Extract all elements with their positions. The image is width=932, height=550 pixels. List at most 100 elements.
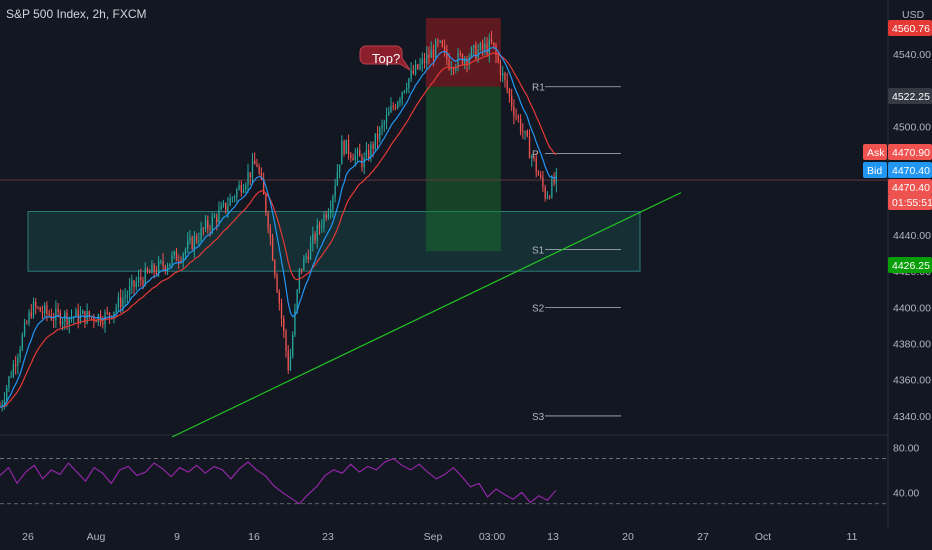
callout[interactable]: Top?	[359, 45, 411, 71]
candle-body	[182, 254, 184, 262]
candle	[423, 52, 426, 69]
candle-body	[426, 54, 428, 64]
price-tag-upper[interactable]: 4522.25	[888, 88, 932, 104]
candle-body	[548, 196, 551, 198]
candle	[312, 226, 314, 252]
candle-body	[435, 40, 437, 58]
candle	[35, 298, 37, 315]
candle-body	[175, 251, 178, 262]
candle-body	[314, 233, 316, 241]
candle-body	[128, 286, 131, 295]
candle-body	[200, 228, 202, 241]
pivot-label-p: P	[532, 150, 539, 161]
candle-body	[213, 216, 216, 218]
bid-price-tag[interactable]: 4470.40	[888, 162, 932, 178]
candle-body	[504, 73, 506, 80]
candle	[464, 55, 466, 70]
x-tick-label: 13	[547, 531, 559, 543]
ask-price-tag[interactable]: 4470.90	[888, 144, 932, 160]
candle-body	[267, 213, 269, 229]
candle-body	[459, 53, 461, 55]
candle-body	[341, 141, 343, 165]
candle-body	[207, 220, 209, 229]
candle-body	[350, 154, 352, 158]
candle	[488, 33, 490, 63]
candle	[390, 97, 392, 114]
candle	[502, 66, 504, 83]
candle	[19, 345, 21, 363]
price-tag-top[interactable]: 4560.76	[888, 20, 932, 36]
candle-body	[102, 322, 104, 325]
candle-body	[178, 261, 180, 262]
target-zone[interactable]	[425, 86, 501, 252]
candle-body	[392, 106, 394, 108]
candle	[531, 154, 533, 167]
x-tick-label: 16	[248, 531, 260, 543]
callout-bubble[interactable]	[359, 45, 411, 71]
candle-body	[108, 312, 111, 316]
candle	[178, 254, 180, 269]
bid-label-tag[interactable]: Bid	[863, 162, 887, 178]
countdown-tag[interactable]: 01:55:51	[888, 194, 932, 210]
candle-body	[397, 102, 399, 109]
candle-body	[546, 196, 549, 199]
candle-body	[524, 130, 526, 133]
time-axis[interactable]: 26 Aug 9 16 23 Sep 03:00 13 20 27 Oct 11	[22, 531, 857, 543]
trendline-segment[interactable]	[171, 192, 682, 438]
candle	[544, 184, 546, 202]
pivot-points[interactable]: R1 P S1 S2 S3	[0, 83, 888, 423]
candle-body	[506, 79, 508, 90]
candle	[254, 152, 256, 165]
candle-body	[75, 309, 77, 317]
candle	[269, 224, 272, 246]
candle	[46, 301, 48, 322]
candle	[137, 269, 140, 288]
candle-body	[166, 266, 169, 271]
candle	[441, 39, 444, 48]
candle	[334, 178, 336, 203]
price-axis[interactable]: 4540.004500.004460.004440.004420.004400.…	[863, 9, 932, 499]
ask-label-tag[interactable]: Ask	[863, 144, 887, 160]
last-price-tag[interactable]: 4470.40	[888, 179, 932, 195]
ask-label-tag-bg	[863, 144, 887, 160]
candle-body	[323, 214, 325, 227]
target-price-tag-text: 4426.25	[892, 260, 930, 272]
candle-body	[307, 256, 309, 260]
candle	[249, 172, 251, 185]
candle-body	[17, 357, 19, 366]
candle	[343, 139, 345, 157]
candle-body	[356, 150, 359, 155]
trendline[interactable]	[171, 192, 682, 438]
candle-body	[220, 205, 222, 210]
candle	[332, 194, 334, 218]
candle	[528, 129, 531, 159]
candle	[439, 39, 441, 44]
candle	[267, 210, 269, 234]
candle-body	[363, 157, 365, 168]
candle-body	[122, 298, 124, 308]
candle	[209, 224, 211, 237]
candle	[169, 263, 171, 267]
candle-body	[497, 55, 499, 63]
candle-body	[423, 58, 426, 64]
candle	[191, 235, 193, 251]
candle-body	[187, 240, 189, 250]
candle-body	[8, 376, 10, 388]
price-tag-top-bg	[888, 20, 932, 36]
candle-body	[535, 158, 537, 173]
candle-body	[531, 157, 533, 159]
candle-body	[443, 46, 446, 50]
candle	[41, 305, 44, 320]
candle	[421, 52, 423, 72]
candle	[70, 309, 73, 323]
target-price-tag[interactable]: 4426.25	[888, 257, 932, 273]
candle	[26, 319, 28, 325]
candle-body	[437, 40, 439, 42]
candle	[21, 332, 24, 352]
bid-label-tag-text: Bid	[867, 165, 882, 177]
candle-body	[300, 268, 303, 271]
candle-body	[231, 197, 234, 199]
candle	[131, 274, 133, 294]
candle-body	[37, 307, 39, 309]
